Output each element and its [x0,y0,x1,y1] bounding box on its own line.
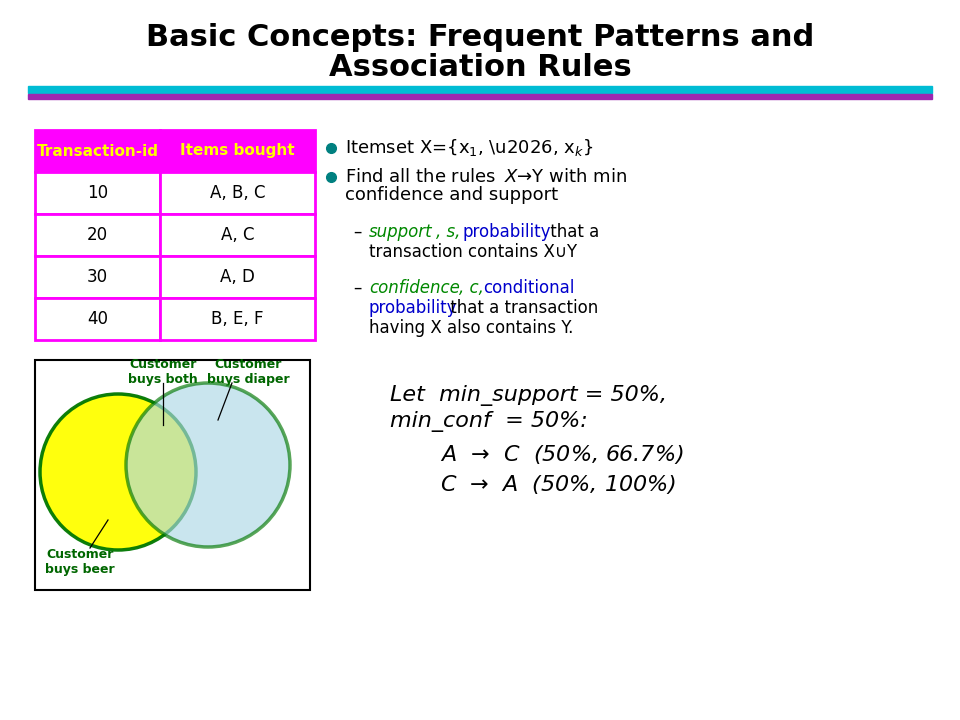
Bar [35,298,160,340]
Text: A, B, C: A, B, C [209,184,265,202]
Bar [35,214,160,256]
Text: that a: that a [545,223,599,241]
Text: Itemset X={x$_1$, \u2026, x$_k$}: Itemset X={x$_1$, \u2026, x$_k$} [345,138,593,158]
Text: confidence and support: confidence and support [345,186,558,204]
Circle shape [126,383,290,547]
Text: B, E, F: B, E, F [211,310,264,328]
Bar [28,94,932,99]
Text: A, C: A, C [221,226,254,244]
Text: Association Rules: Association Rules [328,53,632,81]
Text: Customer
buys diaper: Customer buys diaper [206,358,289,386]
Text: transaction contains X∪Y: transaction contains X∪Y [369,243,577,261]
Text: Customer
buys both: Customer buys both [128,358,198,386]
Text: 30: 30 [87,268,108,286]
Text: –: – [353,279,361,297]
Text: Basic Concepts: Frequent Patterns and: Basic Concepts: Frequent Patterns and [146,22,814,52]
Text: confidence: confidence [369,279,460,297]
Text: 20: 20 [87,226,108,244]
Text: $A$  →  $C$  (50%, 66.7%): $A$ → $C$ (50%, 66.7%) [440,444,684,467]
Text: support: support [369,223,433,241]
Bar [35,172,160,214]
Text: 40: 40 [87,310,108,328]
Bar [160,298,315,340]
Bar [160,256,315,298]
Text: Transaction-id: Transaction-id [36,143,158,158]
Text: having X also contains Y.: having X also contains Y. [369,319,573,337]
Text: $C$  →  $A$  (50%, 100%): $C$ → $A$ (50%, 100%) [440,474,676,497]
Text: Items bought: Items bought [180,143,295,158]
Bar [160,130,315,172]
Text: Find all the rules  $X$→Y with min: Find all the rules $X$→Y with min [345,168,627,186]
Bar [35,130,160,172]
Bar [160,214,315,256]
Bar [28,86,932,93]
Text: –: – [353,223,361,241]
Text: , c,: , c, [459,279,490,297]
Circle shape [40,394,196,550]
Text: min_conf  = 50%:: min_conf = 50%: [390,412,588,433]
Text: Customer
buys beer: Customer buys beer [45,548,115,576]
Text: , s,: , s, [436,223,466,241]
Text: probability: probability [463,223,551,241]
Text: probability: probability [369,299,458,317]
Text: Let  min_support = 50%,: Let min_support = 50%, [390,384,667,405]
Text: conditional: conditional [483,279,574,297]
Bar [35,360,310,590]
Bar [160,172,315,214]
Bar [35,256,160,298]
Text: that a transaction: that a transaction [445,299,598,317]
Text: A, D: A, D [220,268,255,286]
Text: 10: 10 [87,184,108,202]
